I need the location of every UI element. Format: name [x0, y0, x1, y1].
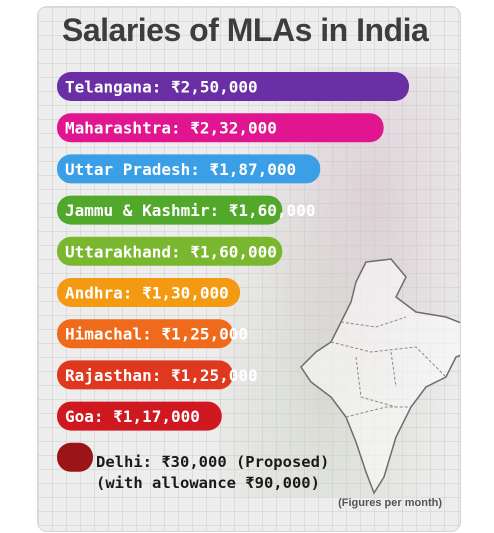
footnote: (Figures per month)	[338, 497, 442, 509]
bar-goa	[57, 401, 222, 431]
bar-telangana	[57, 72, 409, 101]
page-title: Salaries of MLAs in India	[62, 12, 429, 48]
bar-himachal	[57, 319, 233, 349]
bar-label: Andhra: ₹1,30,000	[65, 284, 229, 303]
bar-label: Maharashtra: ₹2,32,000	[65, 119, 277, 138]
india-map-icon	[300, 258, 460, 495]
bar-label: Rajasthan: ₹1,25,000	[65, 366, 258, 385]
bar-jammu-kashmir	[57, 195, 283, 225]
bar-uttar-pradesh	[57, 154, 321, 184]
bar-andhra	[57, 278, 241, 307]
delhi-note: Delhi: ₹30,000 (Proposed) (with allowanc…	[96, 452, 329, 494]
bar-uttarakhand	[57, 236, 283, 266]
bar-label: Uttar Pradesh: ₹1,87,000	[65, 160, 296, 179]
bar-label: Goa: ₹1,17,000	[65, 407, 200, 426]
delhi-note-line-2: (with allowance ₹90,000)	[96, 474, 320, 492]
bar-label: Uttarakhand: ₹1,60,000	[65, 242, 277, 261]
delhi-note-line-1: Delhi: ₹30,000 (Proposed)	[96, 453, 330, 471]
bar-maharashtra	[57, 113, 384, 143]
bar-delhi	[57, 442, 93, 472]
bar-rajasthan	[57, 360, 233, 390]
bar-label: Himachal: ₹1,25,000	[65, 325, 248, 344]
bar-label: Jammu & Kashmir: ₹1,60,000	[65, 201, 315, 220]
bar-label: Telangana: ₹2,50,000	[65, 78, 258, 97]
